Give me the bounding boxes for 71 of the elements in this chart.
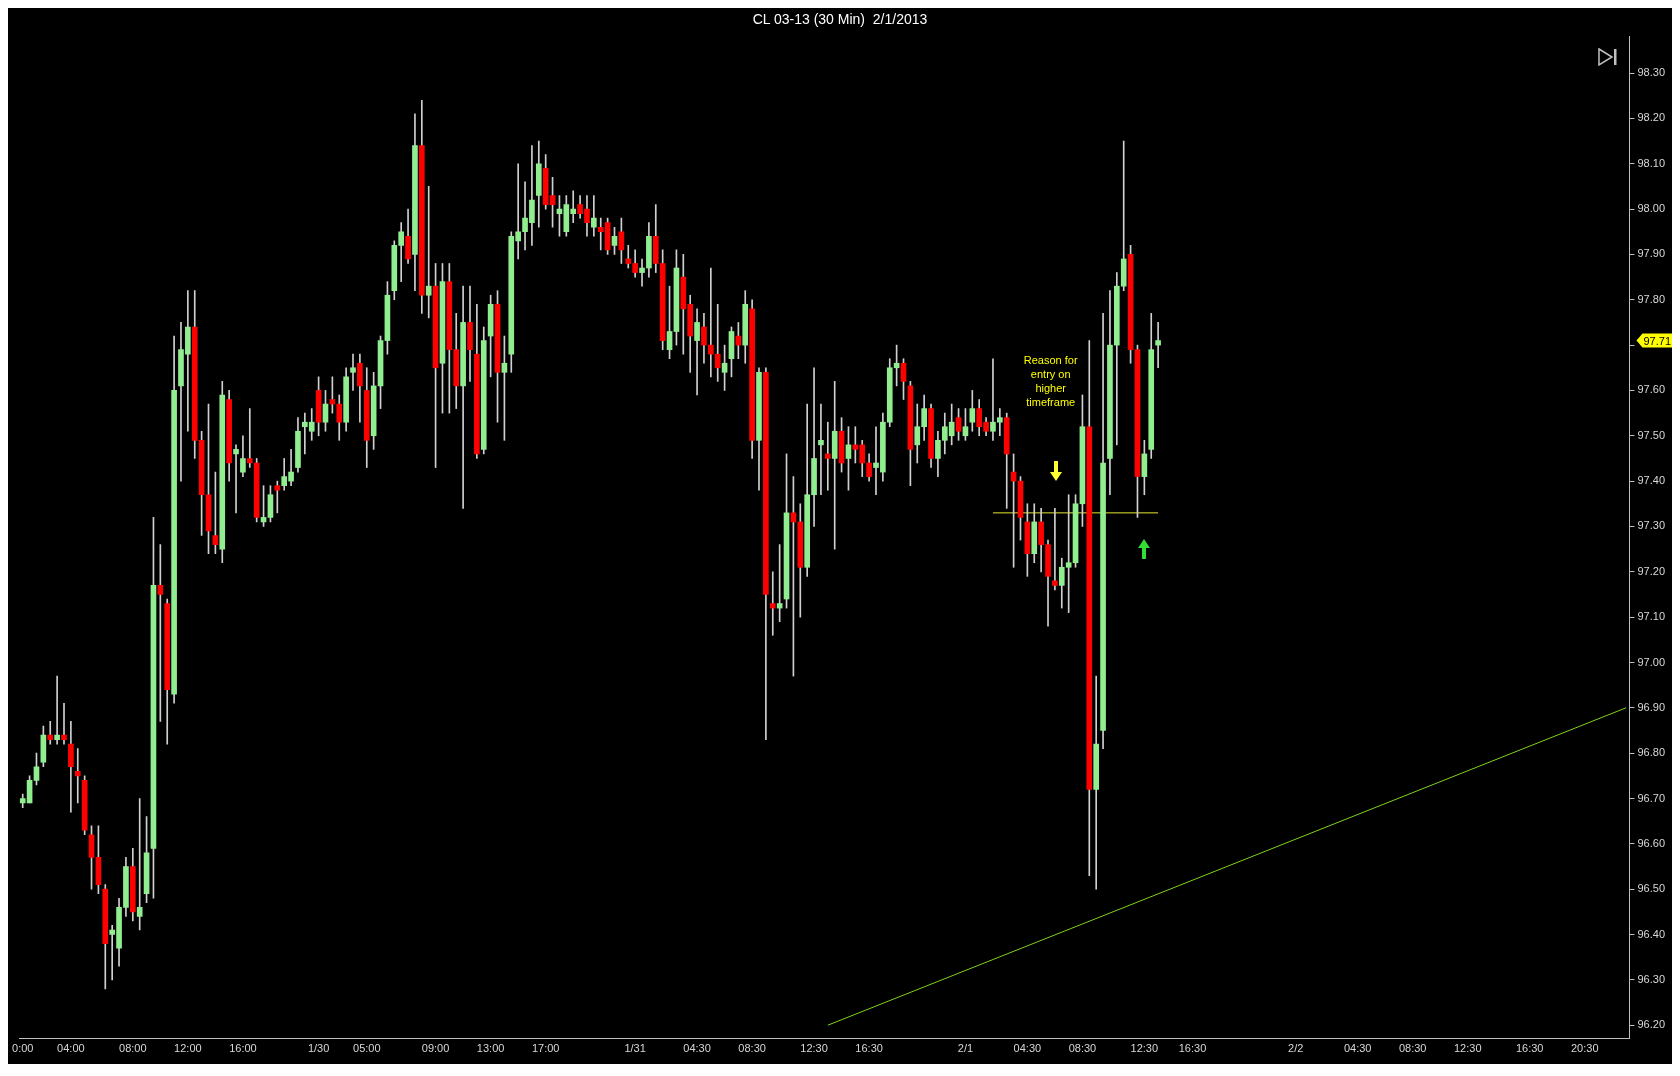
y-tick-label: 98.20 [1637,111,1665,124]
x-tick-label: 0:00 [12,1042,34,1055]
x-tick-label: 08:30 [1068,1042,1097,1055]
y-tick-label: 96.50 [1637,882,1665,895]
candlestick [246,408,253,468]
candlestick [639,258,645,287]
x-tick-label: 08:30 [738,1042,766,1055]
y-tick-label: 97.50 [1637,428,1665,441]
candlestick [1155,322,1161,369]
y-tick-label: 98.10 [1637,156,1665,169]
x-tick-label: 12:30 [800,1042,828,1055]
y-tick-label: 96.90 [1637,700,1665,713]
y-tick-label: 96.30 [1637,972,1665,985]
candlestick [591,195,597,237]
x-tick-label: 09:00 [421,1042,450,1055]
y-tick-label: 97.60 [1637,383,1665,396]
y-tick-label: 97.00 [1637,655,1665,668]
y-tick-label: 97.80 [1637,292,1665,305]
x-tick-label: 1/31 [624,1042,646,1055]
x-tick-label: 08:30 [1398,1042,1427,1055]
x-tick-label: 04:30 [683,1042,711,1055]
y-tick-label: 98.00 [1637,202,1665,215]
y-tick-label: 97.20 [1637,564,1665,577]
candlestick [61,702,67,745]
y-tick-label: 98.30 [1637,66,1665,79]
x-tick-label: 12:30 [1130,1042,1159,1055]
candlestick [274,480,281,514]
candlestick [233,444,239,514]
candlestick [769,571,776,636]
y-tick-label: 97.90 [1637,247,1665,260]
y-tick-label: 97.10 [1637,610,1665,623]
x-tick-label: 16:00 [229,1042,257,1055]
x-tick-label: 20:30 [1570,1042,1599,1055]
x-tick-label: 13:00 [476,1042,505,1055]
candlestick [1120,140,1127,292]
x-tick-label: 12:30 [1454,1042,1482,1055]
y-tick-label: 97.30 [1637,519,1665,532]
y-tick-label: 96.80 [1637,746,1665,759]
candlestick [136,798,143,931]
x-tick-label: 2/1 [957,1042,974,1055]
x-tick-label: 04:30 [1013,1042,1042,1055]
x-tick-label: 12:00 [174,1042,202,1055]
y-tick-label: 96.20 [1637,1018,1665,1031]
x-tick-label: 16:30 [855,1042,883,1055]
candlestick [694,308,700,396]
x-tick-label: 08:00 [119,1042,147,1055]
x-tick-label: 16:30 [1178,1042,1207,1055]
candlestick [1093,675,1100,890]
x-tick-label: 05:00 [353,1042,381,1055]
x-tick-label: 2/2 [1288,1042,1304,1055]
x-tick-label: 16:30 [1515,1042,1544,1055]
candlestick [350,353,356,391]
x-tick-label: 1/30 [307,1042,330,1055]
candlestick [47,721,54,745]
y-tick-label: 96.60 [1637,836,1665,849]
chart-title: CL 03-13 (30 Min) 2/1/2013 [752,11,928,28]
candlestick [425,186,432,319]
candlestick [54,675,60,745]
annotation: Reason for entry on higher timeframe [1022,352,1079,409]
x-tick-label: 04:00 [57,1042,85,1055]
y-tick-label: 97.40 [1637,474,1665,487]
text: 97.71 [1643,334,1671,347]
candlestick [824,421,831,491]
x-tick-label: 17:00 [531,1042,560,1055]
candlestick [1052,508,1058,591]
y-tick-label: 96.70 [1637,791,1665,804]
candlestick [818,403,824,496]
candlestick [831,381,838,550]
y-tick-label: 96.40 [1637,927,1665,940]
candlestick [74,748,81,804]
x-tick-label: 04:30 [1343,1042,1372,1055]
